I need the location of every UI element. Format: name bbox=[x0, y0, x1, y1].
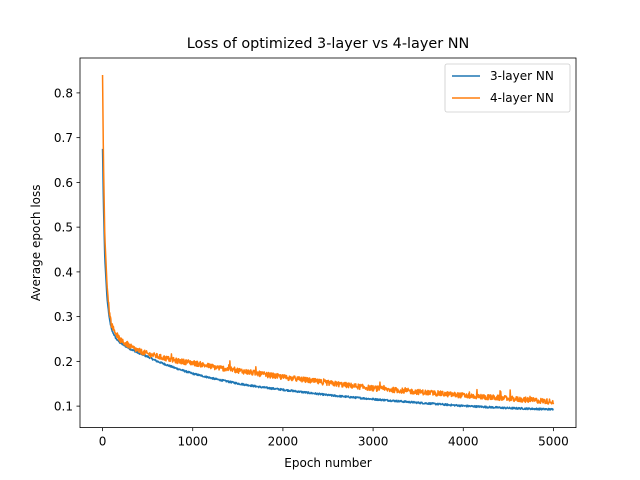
y-tick-label: 0.4 bbox=[54, 265, 73, 279]
legend: 3-layer NN 4-layer NN bbox=[444, 63, 571, 113]
x-tick-label: 1000 bbox=[177, 435, 208, 449]
y-tick-label: 0.5 bbox=[54, 221, 73, 235]
series-line-3-layer bbox=[101, 148, 554, 411]
y-tick-label: 0.7 bbox=[54, 131, 73, 145]
chart-title: Loss of optimized 3-layer vs 4-layer NN bbox=[187, 36, 469, 52]
x-tick-label: 2000 bbox=[268, 435, 299, 449]
plot-area bbox=[79, 57, 577, 429]
y-tick-label: 0.3 bbox=[54, 310, 73, 324]
x-tick-label: 4000 bbox=[448, 435, 479, 449]
y-axis-label: Average epoch loss bbox=[29, 184, 43, 301]
x-tick-label: 3000 bbox=[358, 435, 389, 449]
x-axis-label: Epoch number bbox=[284, 456, 371, 470]
x-tick-label: 5000 bbox=[538, 435, 569, 449]
y-tick-label: 0.2 bbox=[54, 355, 73, 369]
x-tick-label: 0 bbox=[99, 435, 107, 449]
series-layer bbox=[101, 74, 555, 411]
y-tick-label: 0.8 bbox=[54, 86, 73, 100]
legend-label-3-layer: 3-layer NN bbox=[490, 69, 554, 83]
y-axis-ticks: 0.1 0.2 0.3 0.4 0.5 0.6 0.7 0.8 bbox=[54, 86, 80, 414]
legend-label-4-layer: 4-layer NN bbox=[490, 91, 554, 105]
x-axis-ticks: 0 1000 2000 3000 4000 5000 bbox=[99, 427, 569, 449]
y-tick-label: 0.1 bbox=[54, 400, 73, 414]
series-line-4-layer bbox=[101, 74, 555, 405]
y-tick-label: 0.6 bbox=[54, 176, 73, 190]
plot-frame bbox=[79, 57, 577, 429]
